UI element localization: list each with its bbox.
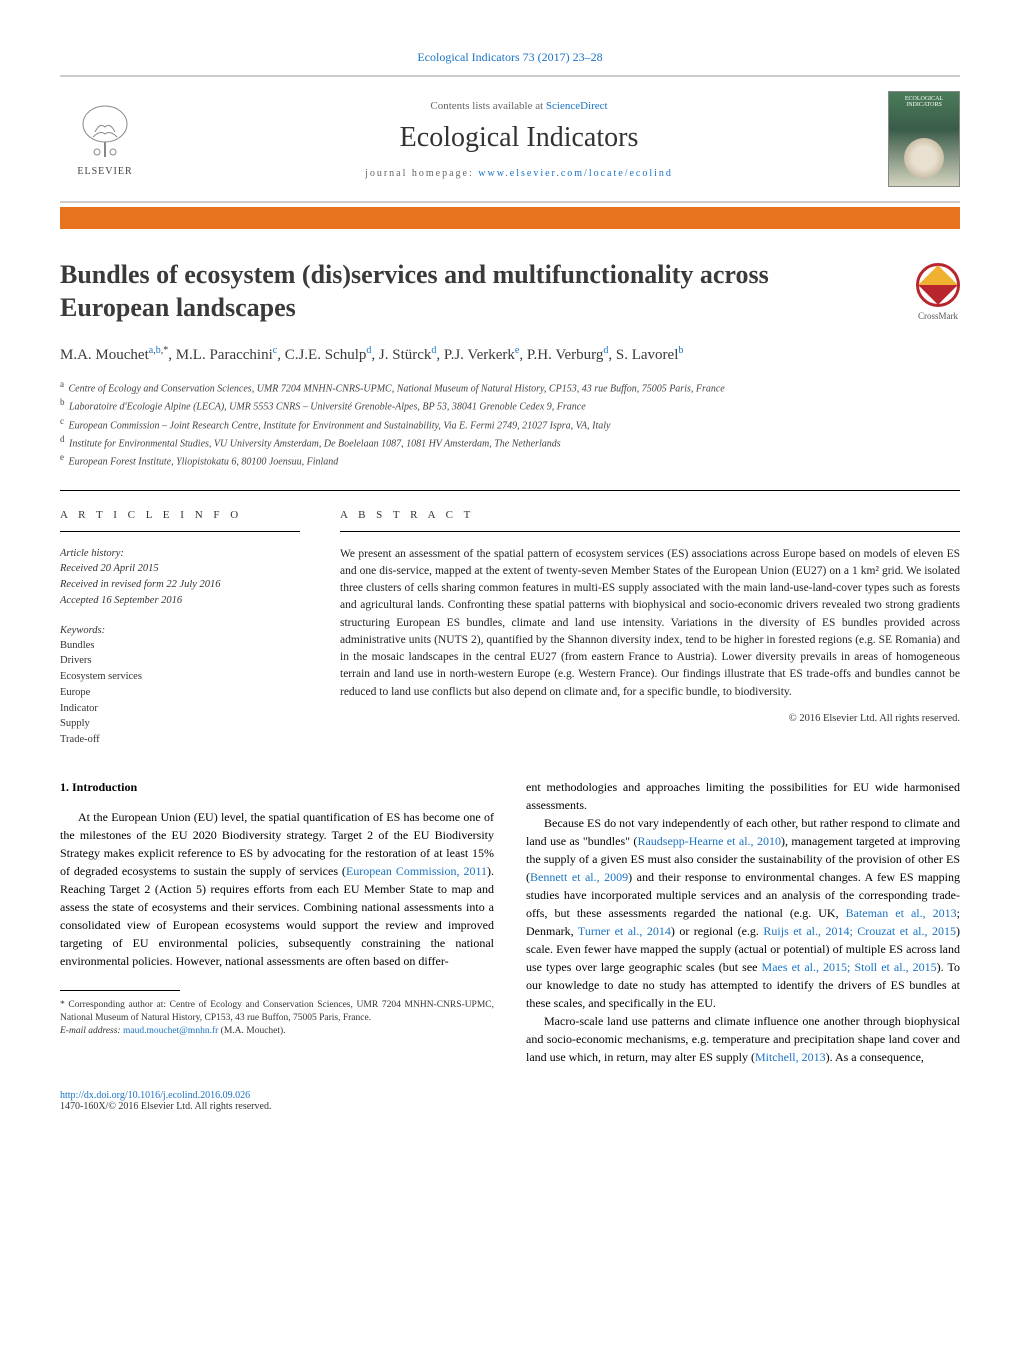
article-history: Article history: Received 20 April 2015 … [60,546,300,609]
doi-link[interactable]: http://dx.doi.org/10.1016/j.ecolind.2016… [60,1090,250,1101]
ref-link[interactable]: Raudsepp-Hearne et al., 2010 [637,834,781,848]
cover-title: ECOLOGICAL INDICATORS [889,92,959,112]
body-column-right: ent methodologies and approaches limitin… [526,778,960,1066]
ref-link[interactable]: Bateman et al., 2013 [846,906,957,920]
corresponding-footnote: * Corresponding author at: Centre of Eco… [60,999,494,1026]
footnote-separator [60,990,180,991]
elsevier-tree-icon [75,102,135,162]
issn-line: 1470-160X/© 2016 Elsevier Ltd. All right… [60,1101,271,1112]
doi-block: http://dx.doi.org/10.1016/j.ecolind.2016… [60,1090,960,1112]
header-citation: Ecological Indicators 73 (2017) 23–28 [60,50,960,65]
crossmark-label: CrossMark [916,311,960,321]
journal-name: Ecological Indicators [150,122,888,154]
article-info-heading: a r t i c l e i n f o [60,509,300,532]
section-heading: 1. Introduction [60,778,494,796]
ref-link[interactable]: Mitchell, 2013 [755,1050,826,1064]
paper-title: Bundles of ecosystem (dis)services and m… [60,259,960,324]
keywords-label: Keywords: [60,625,300,636]
elsevier-logo: ELSEVIER [60,89,150,189]
affiliations: a Centre of Ecology and Conservation Sci… [60,378,960,470]
journal-banner: ELSEVIER Contents lists available at Sci… [60,75,960,203]
crossmark-icon [916,263,960,307]
cover-image [904,138,944,178]
abstract-copyright: © 2016 Elsevier Ltd. All rights reserved… [340,713,960,724]
ref-link[interactable]: European Commission, 2011 [346,864,487,878]
journal-cover: ECOLOGICAL INDICATORS [888,91,960,187]
contents-line: Contents lists available at ScienceDirec… [150,100,888,112]
abstract-text: We present an assessment of the spatial … [340,546,960,701]
ref-link[interactable]: Turner et al., 2014 [578,924,671,938]
abstract-heading: a b s t r a c t [340,509,960,532]
authors: M.A. Moucheta,b,*, M.L. Paracchinic, C.J… [60,344,960,366]
homepage-line: journal homepage: www.elsevier.com/locat… [150,168,888,179]
homepage-link[interactable]: www.elsevier.com/locate/ecolind [478,168,673,179]
publisher-name: ELSEVIER [77,166,132,177]
ref-link[interactable]: Maes et al., 2015; Stoll et al., 2015 [762,960,937,974]
email-footnote: E-mail address: maud.mouchet@mnhn.fr (M.… [60,1025,494,1038]
keywords-list: BundlesDriversEcosystem servicesEuropeIn… [60,638,300,748]
sciencedirect-link[interactable]: ScienceDirect [546,100,608,112]
crossmark-badge[interactable]: CrossMark [916,263,960,321]
ref-link[interactable]: Bennett et al., 2009 [530,870,628,884]
email-link[interactable]: maud.mouchet@mnhn.fr [123,1026,218,1036]
accent-bar [60,207,960,229]
ref-link[interactable]: Ruijs et al., 2014; Crouzat et al., 2015 [763,924,956,938]
body-column-left: 1. Introduction At the European Union (E… [60,778,494,1066]
